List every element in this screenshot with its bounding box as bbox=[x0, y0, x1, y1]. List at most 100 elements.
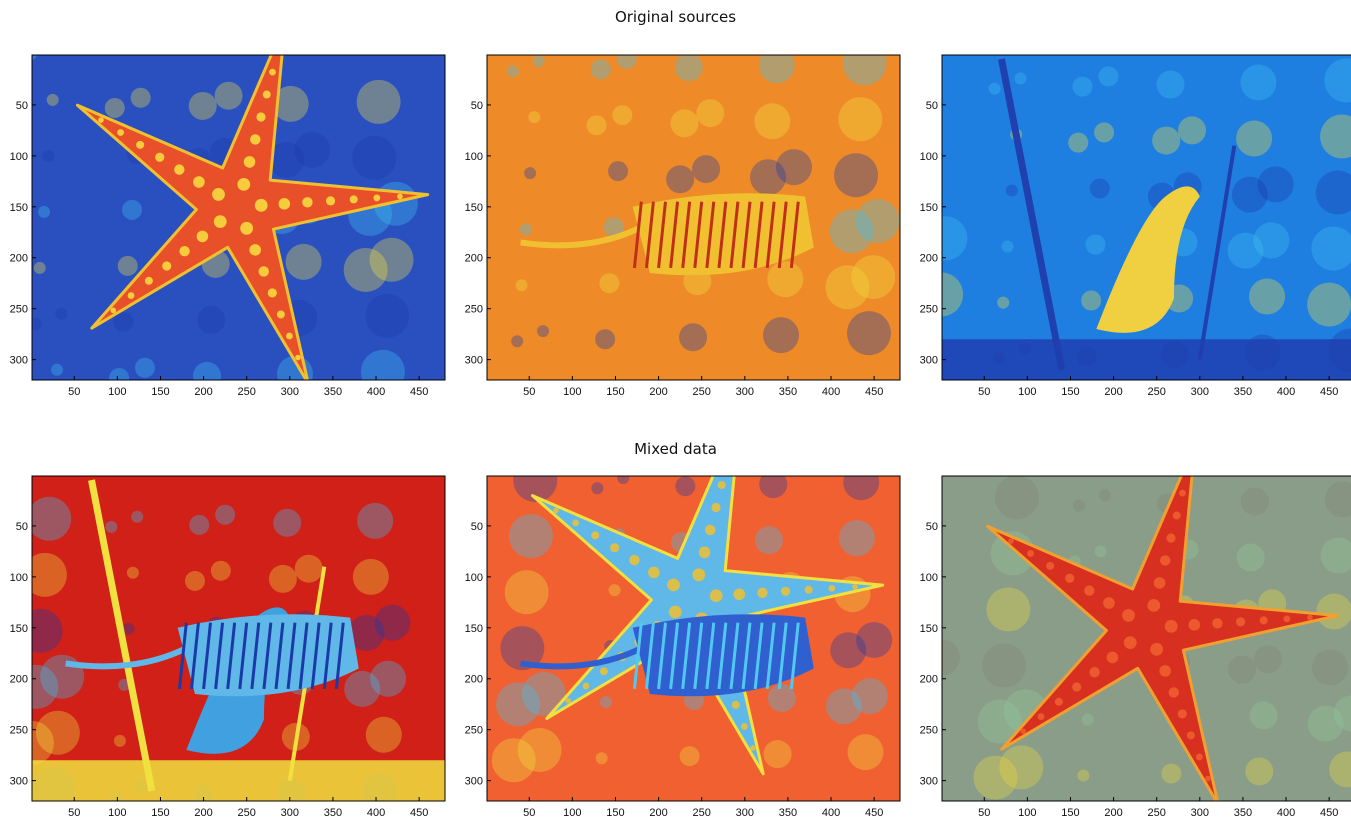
y-tick-label: 100 bbox=[920, 151, 938, 163]
y-tick-label: 150 bbox=[465, 623, 483, 635]
x-tick-label: 100 bbox=[1018, 807, 1036, 819]
x-tick-label: 450 bbox=[865, 386, 883, 398]
image-content bbox=[942, 55, 1351, 380]
y-tick-label: 250 bbox=[10, 725, 28, 737]
image-content bbox=[32, 55, 445, 380]
image-panel: 50 100 150 200 250 300 350 400 450 50 100 150 200 250… bbox=[920, 475, 1351, 823]
y-tick-label: 250 bbox=[465, 725, 483, 737]
y-tick-label: 200 bbox=[465, 674, 483, 686]
image-axes: 50 100 150 200 250 300 350 400 450 50 100 150 200 250… bbox=[465, 54, 901, 398]
x-tick-label: 450 bbox=[865, 807, 883, 819]
x-tick-label: 100 bbox=[1018, 386, 1036, 398]
axes-frame bbox=[941, 54, 1351, 381]
y-tick-label: 50 bbox=[926, 100, 938, 112]
x-tick-label: 350 bbox=[779, 807, 797, 819]
x-tick-label: 100 bbox=[563, 386, 581, 398]
x-tick-label: 300 bbox=[736, 807, 754, 819]
x-tick-label: 150 bbox=[1061, 807, 1079, 819]
y-tick-label: 250 bbox=[465, 304, 483, 316]
y-tick-label: 250 bbox=[920, 725, 938, 737]
image-axes: 50 100 150 200 250 300 350 400 450 50 100 150 200 250… bbox=[10, 54, 446, 398]
axes-frame bbox=[31, 54, 446, 381]
x-tick-label: 450 bbox=[1320, 807, 1338, 819]
image-panel: 50 100 150 200 250 300 350 400 450 50 100 150 200 250… bbox=[10, 54, 447, 402]
x-tick-label: 200 bbox=[1104, 386, 1122, 398]
x-tick-label: 200 bbox=[1104, 807, 1122, 819]
x-tick-label: 300 bbox=[281, 807, 299, 819]
x-tick-label: 200 bbox=[194, 386, 212, 398]
x-tick-label: 400 bbox=[822, 807, 840, 819]
image-axes: 50 100 150 200 250 300 350 400 450 50 100 150 200 250… bbox=[920, 475, 1351, 819]
y-tick-label: 300 bbox=[10, 355, 28, 367]
x-tick-label: 150 bbox=[1061, 386, 1079, 398]
x-tick-label: 250 bbox=[693, 807, 711, 819]
image-panel: 50 100 150 200 250 300 350 400 450 50 100 150 200 250… bbox=[10, 475, 447, 823]
y-tick-label: 150 bbox=[10, 623, 28, 635]
x-tick-label: 400 bbox=[367, 386, 385, 398]
x-tick-label: 150 bbox=[151, 807, 169, 819]
axes-frame bbox=[486, 54, 901, 381]
x-tick-label: 50 bbox=[68, 807, 80, 819]
image-panel: 50 100 150 200 250 300 350 400 450 50 100 150 200 250… bbox=[465, 475, 902, 823]
y-tick-label: 100 bbox=[10, 151, 28, 163]
x-tick-label: 200 bbox=[194, 807, 212, 819]
y-tick-label: 200 bbox=[10, 253, 28, 265]
y-tick-label: 200 bbox=[920, 253, 938, 265]
x-tick-label: 100 bbox=[108, 386, 126, 398]
x-tick-label: 400 bbox=[1277, 807, 1295, 819]
y-tick-label: 150 bbox=[10, 202, 28, 214]
y-tick-label: 100 bbox=[465, 151, 483, 163]
x-tick-label: 250 bbox=[1148, 807, 1166, 819]
y-tick-label: 50 bbox=[471, 521, 483, 533]
x-tick-label: 300 bbox=[1191, 807, 1209, 819]
x-tick-label: 50 bbox=[523, 386, 535, 398]
x-tick-label: 350 bbox=[1234, 807, 1252, 819]
y-tick-label: 200 bbox=[920, 674, 938, 686]
x-tick-label: 400 bbox=[367, 807, 385, 819]
y-tick-label: 200 bbox=[465, 253, 483, 265]
x-tick-label: 300 bbox=[1191, 386, 1209, 398]
image-content bbox=[487, 55, 900, 380]
y-tick-label: 300 bbox=[10, 776, 28, 788]
x-tick-label: 450 bbox=[410, 386, 428, 398]
y-tick-label: 50 bbox=[471, 100, 483, 112]
y-tick-label: 150 bbox=[920, 202, 938, 214]
x-tick-label: 50 bbox=[978, 386, 990, 398]
y-tick-label: 300 bbox=[465, 776, 483, 788]
row-title-mixed-data: Mixed data bbox=[634, 440, 717, 458]
y-tick-label: 150 bbox=[465, 202, 483, 214]
x-tick-label: 150 bbox=[606, 807, 624, 819]
x-tick-label: 300 bbox=[736, 386, 754, 398]
y-tick-label: 250 bbox=[920, 304, 938, 316]
x-tick-label: 350 bbox=[1234, 386, 1252, 398]
x-tick-label: 350 bbox=[324, 807, 342, 819]
y-tick-label: 300 bbox=[920, 355, 938, 367]
x-tick-label: 50 bbox=[523, 807, 535, 819]
image-panel: 50 100 150 200 250 300 350 400 450 50 100 150 200 250… bbox=[920, 54, 1351, 402]
image-content bbox=[942, 476, 1351, 801]
image-content bbox=[32, 476, 445, 801]
x-tick-label: 250 bbox=[238, 807, 256, 819]
image-content bbox=[487, 476, 900, 801]
x-tick-label: 400 bbox=[1277, 386, 1295, 398]
x-tick-label: 50 bbox=[978, 807, 990, 819]
x-tick-label: 400 bbox=[822, 386, 840, 398]
y-tick-label: 200 bbox=[10, 674, 28, 686]
axes-frame bbox=[31, 475, 446, 802]
y-tick-label: 50 bbox=[926, 521, 938, 533]
x-tick-label: 100 bbox=[108, 807, 126, 819]
image-axes: 50 100 150 200 250 300 350 400 450 50 100 150 200 250… bbox=[920, 54, 1351, 398]
x-tick-label: 450 bbox=[1320, 386, 1338, 398]
y-tick-label: 50 bbox=[16, 100, 28, 112]
image-axes: 50 100 150 200 250 300 350 400 450 50 100 150 200 250… bbox=[465, 475, 901, 819]
x-tick-label: 100 bbox=[563, 807, 581, 819]
x-tick-label: 350 bbox=[779, 386, 797, 398]
y-tick-label: 50 bbox=[16, 521, 28, 533]
x-tick-label: 150 bbox=[606, 386, 624, 398]
x-tick-label: 250 bbox=[1148, 386, 1166, 398]
x-tick-label: 250 bbox=[693, 386, 711, 398]
y-tick-label: 300 bbox=[465, 355, 483, 367]
y-tick-label: 100 bbox=[465, 572, 483, 584]
y-tick-label: 100 bbox=[920, 572, 938, 584]
y-tick-label: 250 bbox=[10, 304, 28, 316]
